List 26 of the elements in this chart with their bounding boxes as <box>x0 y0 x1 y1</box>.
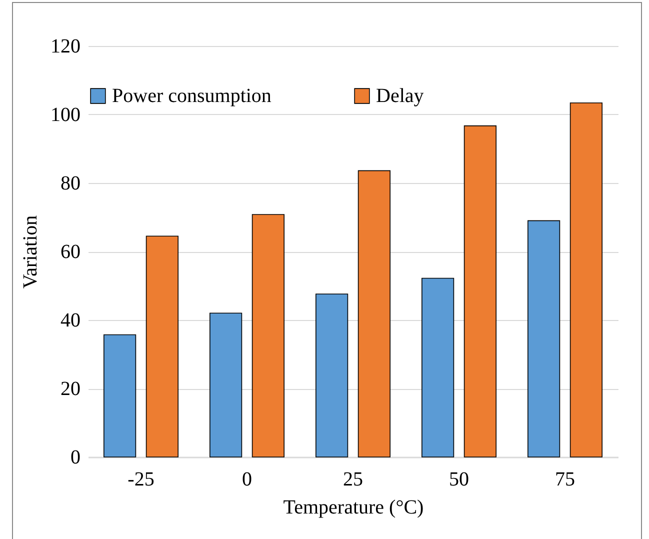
bar <box>570 102 602 458</box>
y-tick-label: 0 <box>70 446 80 468</box>
bar <box>358 170 390 458</box>
bar <box>528 220 560 458</box>
y-tick-label: 100 <box>50 104 80 126</box>
y-axis-title: Variation <box>20 215 42 289</box>
x-axis-title: Temperature (°C) <box>283 496 424 518</box>
x-tick-label: -25 <box>128 468 154 490</box>
legend-label: Delay <box>376 85 424 107</box>
bar <box>146 236 178 458</box>
x-tick-label: 50 <box>449 468 469 490</box>
bar <box>210 312 242 458</box>
y-tick-label: 120 <box>50 36 80 58</box>
y-tick-label: 60 <box>60 241 80 263</box>
bar <box>422 278 454 458</box>
legend-label: Power consumption <box>112 85 272 107</box>
y-tick-label: 40 <box>60 310 80 332</box>
bar <box>464 125 496 458</box>
bar <box>252 214 284 458</box>
x-tick-label: 25 <box>343 468 363 490</box>
x-tick-label: 0 <box>242 468 252 490</box>
bar <box>104 334 136 458</box>
y-tick-label: 20 <box>60 378 80 400</box>
x-tick-label: 75 <box>555 468 575 490</box>
y-tick-label: 80 <box>60 172 80 194</box>
bar <box>316 294 348 458</box>
